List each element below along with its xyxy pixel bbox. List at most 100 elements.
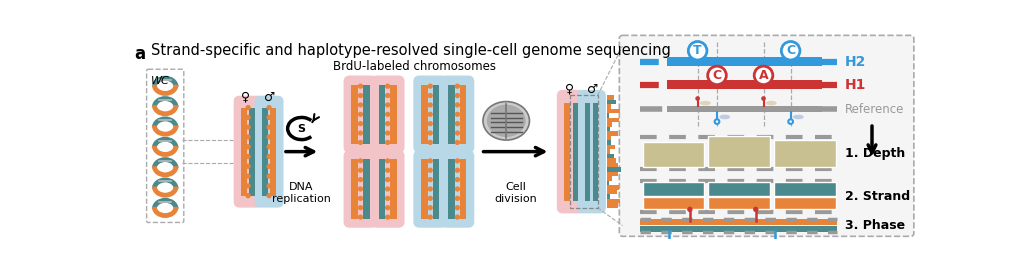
Circle shape [358,103,362,107]
Circle shape [456,94,460,97]
FancyBboxPatch shape [344,150,378,228]
Text: WC: WC [152,76,170,86]
Circle shape [267,106,271,109]
Bar [607,167,621,172]
Circle shape [428,103,432,107]
Bar [774,140,836,167]
Text: 2. Strand: 2. Strand [845,190,910,203]
Circle shape [386,187,389,191]
Bar [607,114,614,118]
Circle shape [456,122,460,126]
Bar [607,176,617,181]
Circle shape [246,184,250,188]
Text: Cell
division: Cell division [495,182,537,204]
Circle shape [428,84,432,88]
FancyBboxPatch shape [233,96,262,208]
Ellipse shape [793,115,804,119]
Circle shape [358,215,362,219]
Bar [640,219,838,225]
Circle shape [695,96,700,101]
Text: C: C [713,69,722,82]
FancyBboxPatch shape [440,150,474,228]
Circle shape [708,66,726,85]
Circle shape [358,168,362,172]
Bar [364,159,370,219]
Bar [607,149,610,154]
Circle shape [456,215,460,219]
Circle shape [386,159,389,163]
Circle shape [358,84,362,88]
Bar [607,203,608,208]
Bar [607,199,613,203]
Bar [564,102,570,201]
Circle shape [246,164,250,168]
Circle shape [246,145,250,149]
Text: Reference: Reference [845,103,904,116]
Circle shape [267,174,271,178]
Bar [607,145,617,149]
Bar [242,108,247,196]
Text: BrdU-labeled chromosomes: BrdU-labeled chromosomes [333,60,497,73]
FancyBboxPatch shape [255,96,284,208]
Circle shape [386,168,389,172]
Circle shape [428,94,432,97]
Bar [640,226,838,232]
Bar [643,142,703,167]
Text: S: S [298,123,305,133]
Bar [449,159,455,219]
Bar [667,106,821,112]
Bar [449,85,455,144]
Circle shape [267,135,271,139]
Bar [607,190,615,194]
Bar [607,158,617,163]
FancyBboxPatch shape [620,35,913,236]
Bar [572,102,579,201]
Ellipse shape [483,102,529,140]
Circle shape [456,196,460,200]
Circle shape [428,159,432,163]
Text: ♂: ♂ [264,90,275,104]
Bar [460,85,467,144]
Circle shape [358,159,362,163]
Bar [379,85,385,144]
Bar [607,154,618,158]
Circle shape [358,140,362,144]
Text: H2: H2 [845,55,866,69]
Text: Strand-specific and haplotype-resolved single-cell genome sequencing: Strand-specific and haplotype-resolved s… [152,43,671,58]
Circle shape [267,115,271,119]
Bar [390,159,396,219]
Circle shape [267,125,271,129]
Bar [607,185,618,190]
Circle shape [246,155,250,158]
Bar [379,159,385,219]
Bar [774,182,836,196]
FancyBboxPatch shape [414,150,447,228]
Circle shape [386,178,389,182]
Circle shape [267,145,271,149]
Bar [709,197,770,209]
Circle shape [687,207,692,212]
Circle shape [358,196,362,200]
Bar [585,102,590,201]
Circle shape [358,187,362,191]
Text: 1. Depth: 1. Depth [845,147,905,160]
Circle shape [456,103,460,107]
Text: C: C [786,44,796,57]
Circle shape [428,196,432,200]
Text: ♀: ♀ [565,83,574,96]
Text: ♀: ♀ [242,90,250,104]
Circle shape [267,184,271,188]
Circle shape [688,41,707,60]
Circle shape [386,196,389,200]
Bar [351,85,358,144]
Bar [643,197,703,209]
Bar [607,122,610,127]
Circle shape [456,84,460,88]
Bar [607,136,618,140]
Circle shape [386,122,389,126]
Circle shape [386,215,389,219]
Circle shape [456,112,460,116]
FancyBboxPatch shape [577,90,606,213]
FancyBboxPatch shape [371,150,404,228]
Circle shape [715,119,719,124]
